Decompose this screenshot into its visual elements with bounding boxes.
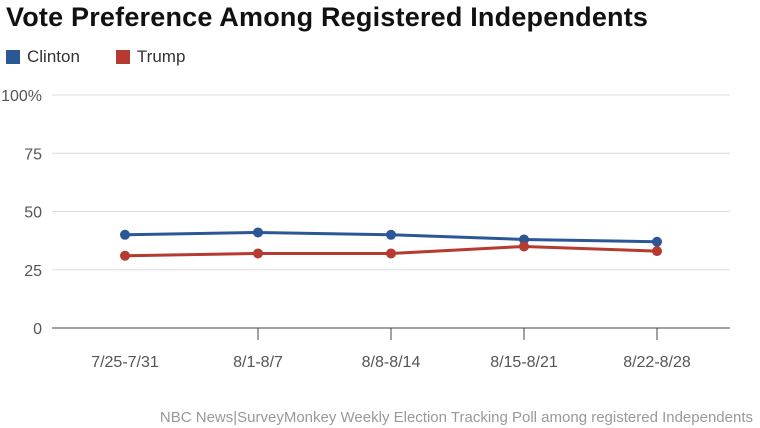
data-point-clinton: [386, 229, 396, 240]
y-tick-label-0: 0: [33, 321, 42, 338]
legend-swatch-trump: [115, 50, 130, 64]
legend: Clinton Trump: [6, 47, 221, 67]
y-tick-label-25: 25: [24, 263, 42, 280]
data-point-clinton: [652, 236, 662, 247]
y-tick-label-50: 50: [24, 205, 42, 222]
source-note: NBC News|SurveyMonkey Weekly Election Tr…: [159, 409, 753, 426]
legend-label-trump: Trump: [136, 47, 186, 66]
y-tick-label-100: 100%: [1, 88, 42, 105]
x-tick-label: 7/25-7/31: [91, 354, 159, 371]
x-tick-label: 8/1-8/7: [233, 354, 283, 371]
y-tick-label-75: 75: [24, 146, 42, 163]
legend-swatch-clinton: [6, 50, 20, 64]
data-point-trump: [253, 248, 263, 259]
legend-item-trump: Trump: [115, 47, 186, 67]
data-point-trump: [120, 250, 130, 261]
data-point-trump: [652, 246, 662, 257]
x-tick-label: 8/15-8/21: [490, 354, 558, 371]
data-point-trump: [519, 241, 529, 252]
x-tick-label: 8/22-8/28: [623, 354, 691, 371]
data-point-clinton: [519, 234, 529, 245]
data-point-clinton: [120, 229, 130, 240]
data-point-trump: [386, 248, 396, 259]
x-tick-label: 8/8-8/14: [362, 354, 421, 371]
data-point-clinton: [253, 227, 263, 238]
legend-label-clinton: Clinton: [27, 47, 80, 66]
chart-title: Vote Preference Among Registered Indepen…: [6, 2, 649, 32]
legend-item-clinton: Clinton: [6, 47, 80, 67]
